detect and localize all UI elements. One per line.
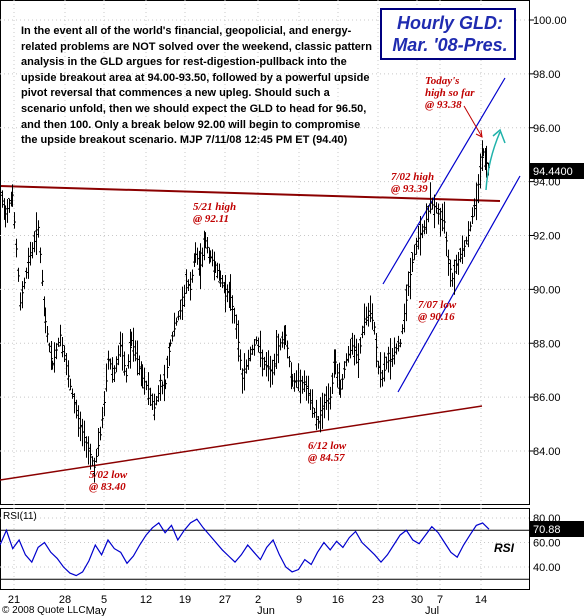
rsi-value-tag: 70.88	[533, 524, 561, 536]
date-tick-label: 21	[8, 594, 20, 606]
annotation-today-line3: @ 93.38	[425, 99, 462, 111]
today-high-arrow-head	[475, 129, 483, 138]
date-tick-label: 12	[140, 594, 152, 606]
chart-title-line1: Hourly GLD:	[397, 13, 503, 33]
copyright: © 2008 Quote LLC	[2, 605, 86, 616]
date-tick-label: 23	[372, 594, 384, 606]
price-tick-label: 90.00	[533, 284, 561, 296]
annotation-jul07-low: 7/07 low @ 90.16	[418, 299, 456, 323]
month-label: Jun	[257, 605, 275, 616]
channel-upper-line	[382, 77, 506, 285]
annotation-may02-line1: 5/02 low	[89, 469, 128, 481]
price-tick-label: 96.00	[533, 123, 561, 135]
annotation-today-high: Today's high so far @ 93.38	[425, 75, 475, 111]
annotation-jul07-line2: @ 90.16	[418, 311, 455, 323]
date-tick-label: 27	[219, 594, 231, 606]
projection-arrow-head	[492, 128, 506, 144]
price-tick-label: 100.00	[533, 15, 567, 27]
date-tick-label: 2	[255, 594, 261, 606]
rsi-panel-label: RSI(11)	[3, 511, 37, 522]
date-tick-label: 14	[475, 594, 487, 606]
projection-arrow	[485, 131, 501, 191]
rsi-value-tag-bg	[530, 521, 584, 537]
annotation-jun12-low: 6/12 low @ 84.57	[308, 440, 346, 464]
support-line	[0, 405, 483, 481]
annotation-jul02-high: 7/02 high @ 93.39	[391, 171, 434, 195]
horizontal-gridlines	[0, 19, 529, 452]
price-tick-label: 98.00	[533, 69, 561, 81]
annotation-may21-high: 5/21 high @ 92.11	[193, 201, 236, 225]
chart-title-box: Hourly GLD: Mar. '08-Pres.	[380, 8, 516, 60]
last-price-tag: 94.4400	[533, 166, 573, 178]
price-axis-ticks: 84.00 86.00 88.00 90.00 92.00 94.00 96.0…	[529, 15, 567, 458]
channel-lower-line	[397, 175, 521, 393]
date-tick-label: 28	[59, 594, 71, 606]
annotation-may02-low: 5/02 low @ 83.40	[89, 469, 127, 493]
date-tick-label: 9	[296, 594, 302, 606]
resistance-line	[0, 185, 501, 202]
rsi-panel	[0, 508, 530, 590]
rsi-tick-label: 60.00	[533, 538, 561, 550]
date-tick-label: 19	[179, 594, 191, 606]
annotation-jul02-line2: @ 93.39	[391, 183, 428, 195]
rsi-side-label: RSI	[494, 541, 515, 555]
date-tick-label: 5	[101, 594, 107, 606]
price-tick-label: 94.00	[533, 177, 561, 189]
commentary-text: In the event all of the world's financia…	[21, 25, 372, 147]
rsi-line	[0, 518, 490, 577]
annotation-jun12-line1: 6/12 low	[308, 440, 347, 452]
date-tick-label: 16	[332, 594, 344, 606]
annotation-today-line2: high so far	[425, 87, 475, 99]
today-high-arrow-line	[463, 105, 483, 138]
annotation-may21-line1: 5/21 high	[193, 201, 237, 213]
annotation-today-line1: Today's	[425, 75, 460, 87]
price-tick-label: 86.00	[533, 392, 561, 404]
rsi-tick-label: 40.00	[533, 562, 561, 574]
annotation-may02-line2: @ 83.40	[89, 481, 126, 493]
annotation-jun12-line2: @ 84.57	[308, 452, 345, 464]
price-panel	[0, 0, 530, 505]
annotation-jul02-line1: 7/02 high	[391, 171, 435, 183]
price-tick-label: 92.00	[533, 231, 561, 243]
date-tick-label: 7	[437, 594, 443, 606]
last-price-tag-bg	[530, 163, 584, 179]
month-label: Jul	[425, 605, 439, 616]
annotation-jul07-line1: 7/07 low	[418, 299, 457, 311]
date-tick-label: 30	[411, 594, 423, 606]
price-tick-label: 84.00	[533, 446, 561, 458]
date-axis-ticks: 21 28 5 12 19 27 2 9 16 23 30 7 14 May Jun Jul	[8, 594, 487, 616]
price-bars	[0, 140, 490, 483]
annotation-may21-line2: @ 92.11	[193, 213, 230, 225]
chart-title-line2: Mar. '08-Pres.	[392, 35, 508, 55]
price-tick-label: 88.00	[533, 338, 561, 350]
month-label: May	[86, 605, 107, 616]
rsi-gridlines	[0, 517, 529, 580]
